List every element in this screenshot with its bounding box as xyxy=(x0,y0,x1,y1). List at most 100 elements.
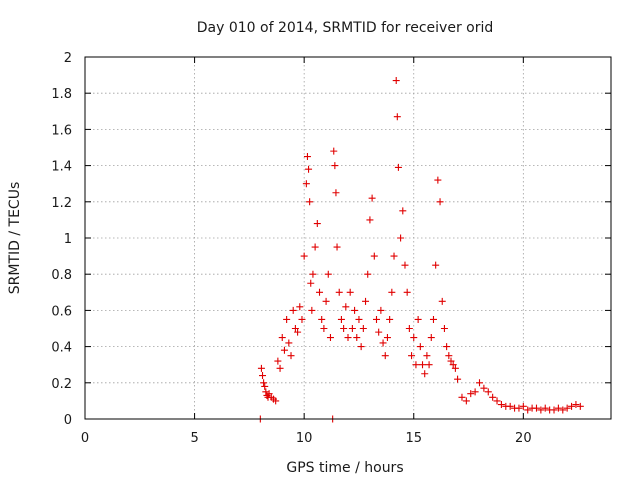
x-tick-label: 10 xyxy=(296,431,313,446)
data-point xyxy=(261,382,269,390)
data-point xyxy=(440,325,448,332)
data-point xyxy=(364,270,372,278)
y-tick-label: 0.4 xyxy=(51,341,72,356)
data-point xyxy=(302,180,310,188)
y-tick-label: 2 xyxy=(64,51,72,66)
data-point xyxy=(331,162,339,170)
data-point xyxy=(366,216,374,224)
data-point xyxy=(393,113,401,121)
y-tick-label: 1 xyxy=(64,232,72,247)
data-point xyxy=(289,306,297,314)
data-point xyxy=(394,163,402,171)
y-tick-label: 1.4 xyxy=(51,160,72,175)
data-point xyxy=(451,364,459,372)
data-point xyxy=(276,364,284,372)
data-point xyxy=(559,406,567,414)
data-point xyxy=(260,379,268,387)
x-axis-title: GPS time / hours xyxy=(286,460,403,476)
data-point xyxy=(342,303,350,311)
data-point xyxy=(259,372,267,380)
plot-frame xyxy=(84,56,612,420)
data-point xyxy=(340,325,348,332)
data-point xyxy=(405,325,413,332)
y-axis-tick-labels: 0 0.2 0.4 0.6 0.8 1 1.2 1.4 1.6 1.8 2 xyxy=(51,51,72,428)
data-point xyxy=(419,361,427,369)
data-point xyxy=(550,406,558,414)
data-point xyxy=(386,315,394,323)
y-axis-title: SRMTID / TECUs xyxy=(7,182,23,295)
data-point xyxy=(427,334,435,342)
data-point xyxy=(429,315,437,323)
data-point xyxy=(333,243,341,251)
data-point xyxy=(298,315,306,323)
data-point xyxy=(476,379,483,387)
data-point xyxy=(515,404,523,412)
data-point xyxy=(541,404,549,412)
data-point xyxy=(291,325,299,332)
data-point xyxy=(346,288,354,296)
data-point xyxy=(332,189,340,197)
data-point xyxy=(497,401,505,409)
data-point xyxy=(278,334,286,342)
data-point xyxy=(412,361,420,369)
data-point xyxy=(467,390,475,398)
data-point xyxy=(524,406,532,414)
data-point xyxy=(519,402,527,410)
y-tick-label: 1.6 xyxy=(51,123,72,138)
data-point xyxy=(375,328,383,336)
data-point xyxy=(434,176,442,184)
data-point xyxy=(397,234,405,242)
data-point xyxy=(568,402,576,410)
data-point xyxy=(274,357,282,365)
data-point xyxy=(322,297,330,305)
data-point xyxy=(480,384,488,392)
data-point xyxy=(300,252,308,260)
data-point xyxy=(484,388,492,396)
data-point xyxy=(445,352,453,360)
data-point xyxy=(320,325,328,332)
y-tick-label: 1.8 xyxy=(51,87,72,102)
data-point xyxy=(377,306,385,314)
data-point xyxy=(410,334,418,342)
data-point xyxy=(318,315,326,323)
data-point xyxy=(381,352,389,360)
data-point xyxy=(309,270,317,278)
grid-lines xyxy=(85,57,611,419)
data-point xyxy=(265,390,273,398)
data-point xyxy=(408,352,416,360)
data-point xyxy=(493,397,501,405)
data-point xyxy=(324,270,332,278)
data-point xyxy=(449,361,457,369)
data-point xyxy=(296,303,304,311)
data-point xyxy=(316,288,324,296)
data-point xyxy=(283,315,291,323)
data-point xyxy=(532,404,540,412)
y-tick-label: 0.8 xyxy=(51,268,72,283)
data-point xyxy=(257,364,265,372)
data-point xyxy=(330,147,338,155)
data-point xyxy=(379,339,387,347)
data-point xyxy=(311,243,319,251)
data-point xyxy=(280,346,288,354)
data-point xyxy=(362,297,370,305)
y-tick-label: 0 xyxy=(64,413,72,428)
data-point xyxy=(348,325,356,332)
data-point xyxy=(489,393,497,401)
data-point xyxy=(313,220,321,228)
x-tick-label: 0 xyxy=(81,431,89,446)
data-point xyxy=(272,397,280,405)
data-point xyxy=(372,315,380,323)
x-tick-label: 20 xyxy=(515,431,532,446)
data-point xyxy=(357,343,365,351)
axis-ticks xyxy=(84,56,611,420)
data-point xyxy=(383,334,391,342)
data-point xyxy=(443,343,451,351)
data-point xyxy=(438,297,446,305)
data-point xyxy=(326,334,334,342)
data-point xyxy=(294,328,302,336)
data-point xyxy=(458,393,466,401)
data-point xyxy=(447,357,455,365)
data-point xyxy=(423,352,431,360)
data-point xyxy=(307,279,315,287)
